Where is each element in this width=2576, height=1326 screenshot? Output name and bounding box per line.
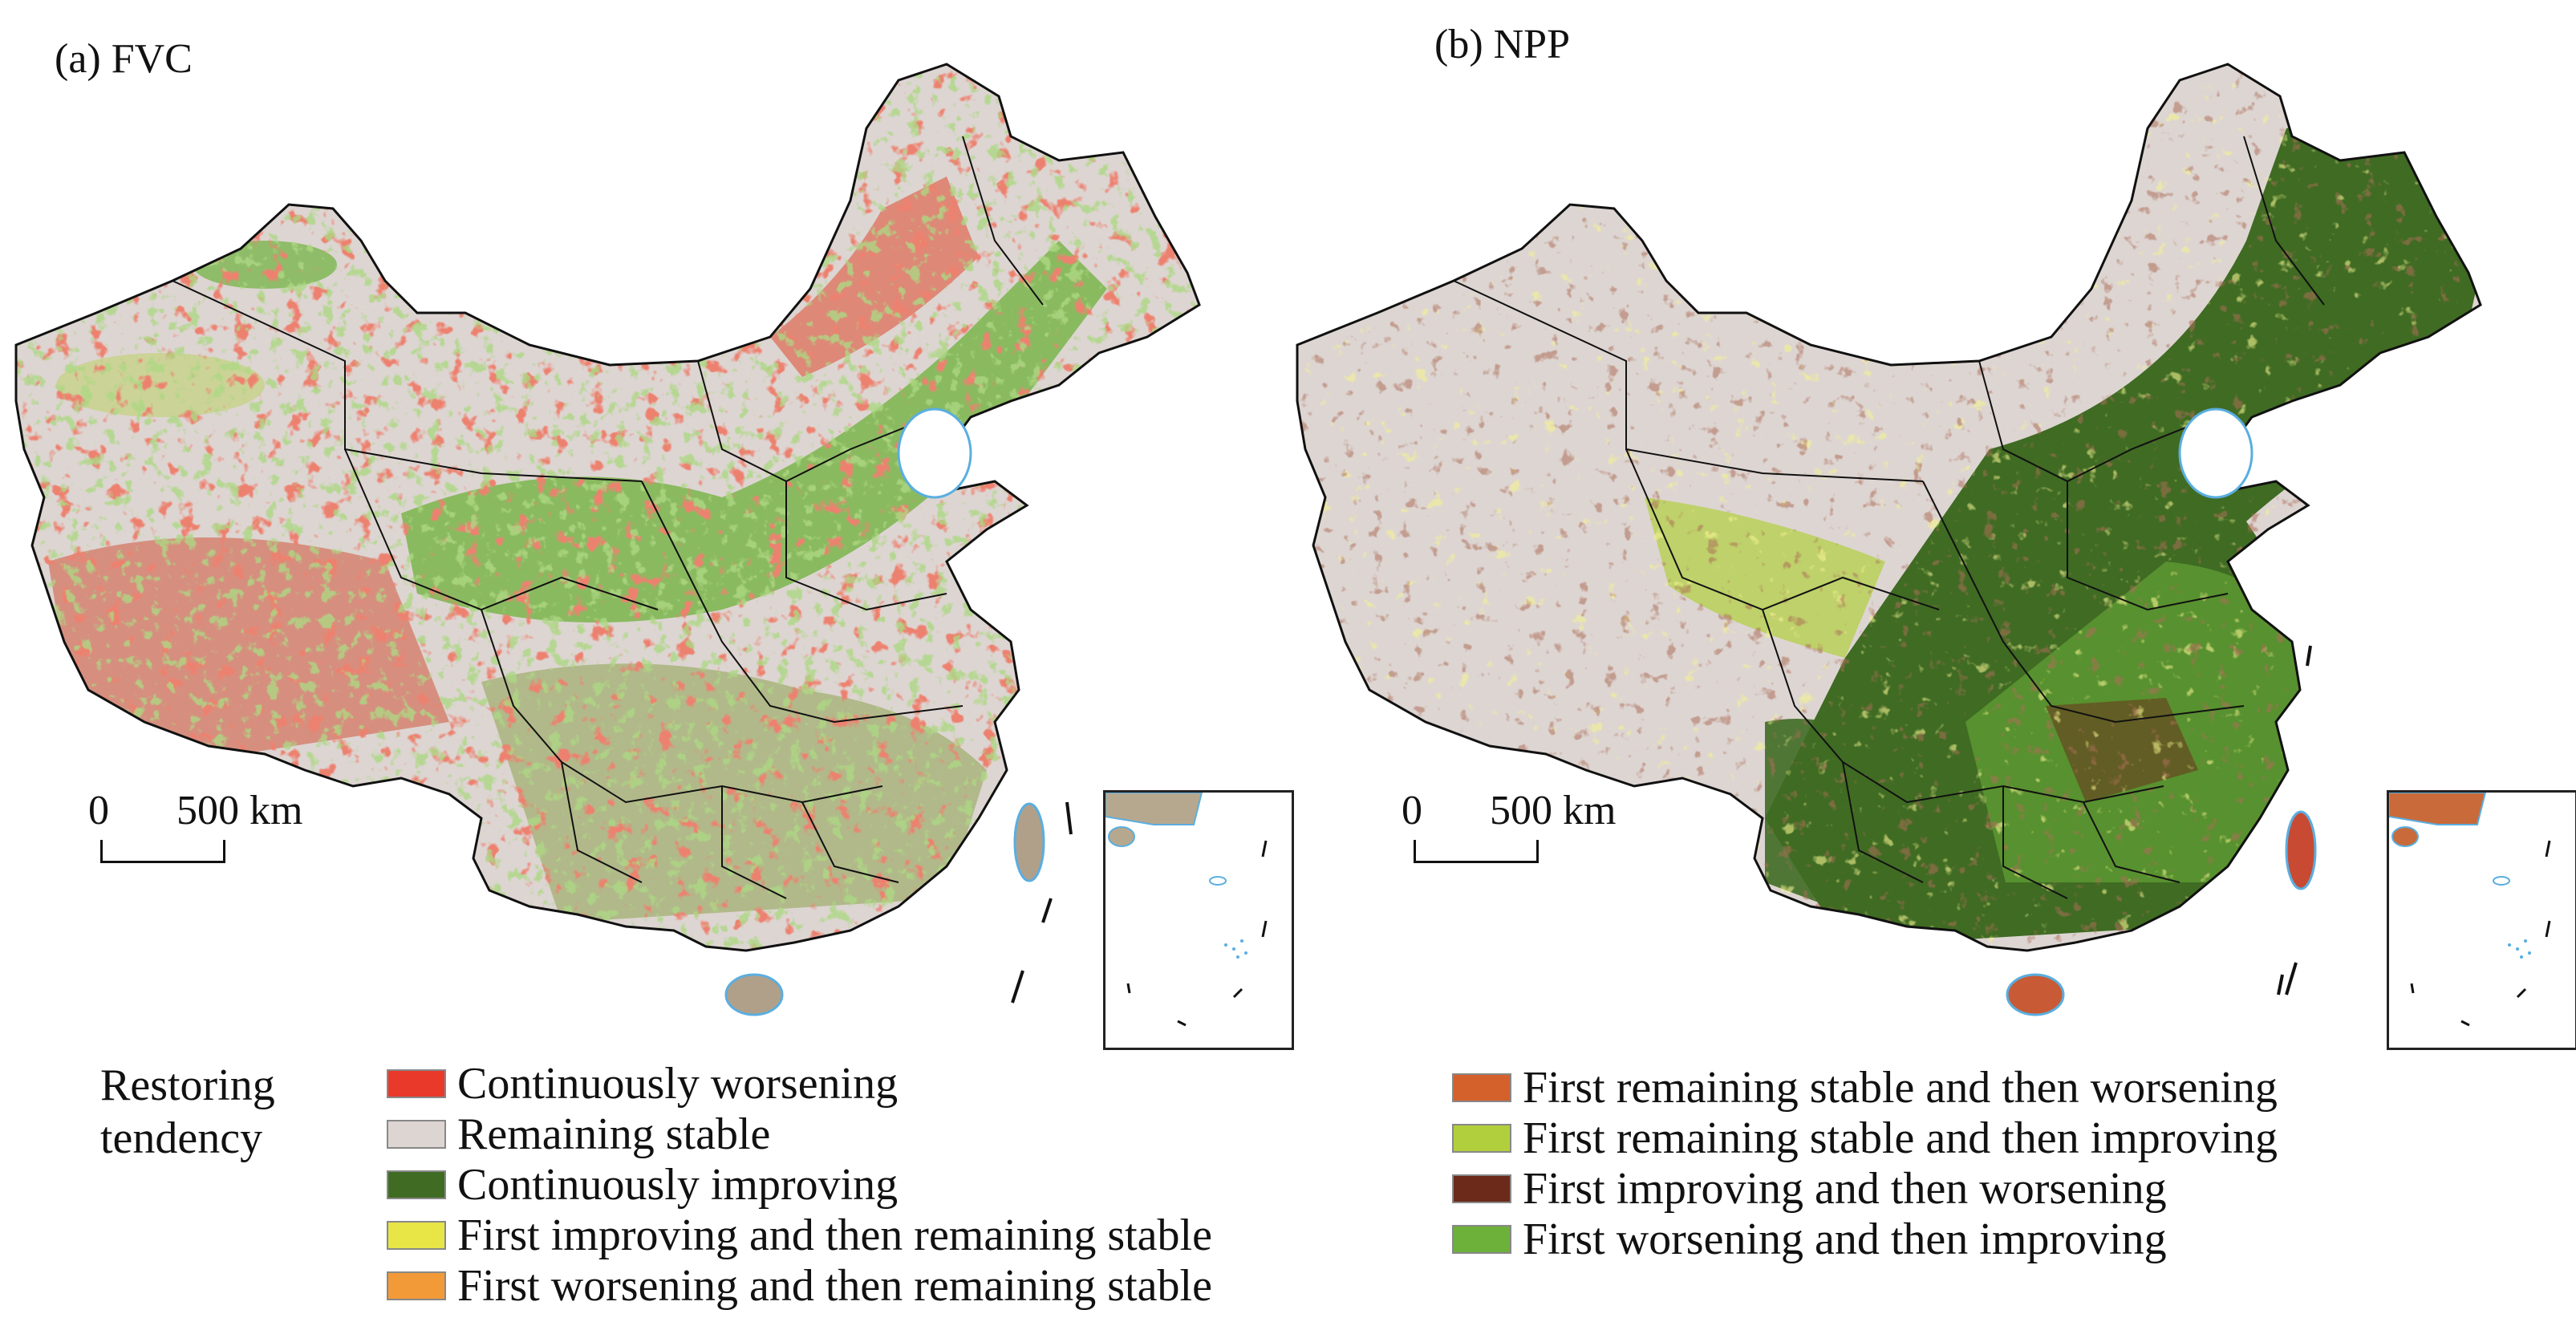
legend-item-improving-then-worsening: First improving and then worsening bbox=[1452, 1164, 2167, 1214]
legend-swatch bbox=[1452, 1225, 1511, 1254]
scale-bar-line bbox=[100, 840, 225, 863]
province-boundaries-fvc bbox=[172, 136, 1044, 899]
inset-map bbox=[1105, 793, 1268, 1027]
legend-swatch bbox=[1452, 1124, 1511, 1153]
bohai-sea-fvc bbox=[897, 408, 972, 499]
taiwan-island-fvc bbox=[1013, 802, 1045, 882]
legend-item-worsening-then-stable: First worsening and then remaining stabl… bbox=[387, 1261, 1212, 1311]
inset-map bbox=[2389, 793, 2551, 1027]
legend-label: Continuously improving bbox=[457, 1160, 899, 1210]
bohai-sea-npp bbox=[2178, 408, 2253, 499]
legend-label: First worsening and then improving bbox=[1523, 1214, 2167, 1264]
legend-item-stable-then-worsening: First remaining stable and then worsenin… bbox=[1452, 1063, 2278, 1113]
scale-bar-line bbox=[1414, 840, 1539, 863]
legend-title-line1: Restoring bbox=[100, 1060, 275, 1110]
legend-item-improving-then-stable: First improving and then remaining stabl… bbox=[387, 1210, 1212, 1260]
legend-label: First improving and then worsening bbox=[1523, 1164, 2167, 1214]
legend-swatch bbox=[387, 1120, 446, 1149]
legend-swatch bbox=[387, 1221, 446, 1250]
legend-label: First remaining stable and then worsenin… bbox=[1523, 1063, 2278, 1113]
dash-lines-npp bbox=[2277, 645, 2312, 996]
legend-item-continuously-worsening: Continuously worsening bbox=[387, 1059, 898, 1109]
scale-distance-label: 500 km bbox=[1490, 788, 1617, 833]
legend-label: First worsening and then remaining stabl… bbox=[457, 1261, 1212, 1311]
dash-lines-fvc bbox=[1011, 801, 1073, 1004]
legend-swatch bbox=[387, 1271, 446, 1300]
legend-label: Remaining stable bbox=[457, 1109, 771, 1159]
province-boundaries-npp bbox=[1453, 136, 2325, 899]
taiwan-island-npp bbox=[2285, 810, 2317, 890]
legend-label: First remaining stable and then improvin… bbox=[1523, 1113, 2278, 1163]
legend-swatch bbox=[387, 1069, 446, 1098]
legend-label: First improving and then remaining stabl… bbox=[457, 1210, 1212, 1260]
hainan-island-fvc bbox=[724, 973, 784, 1016]
south-china-sea-inset-npp bbox=[2387, 790, 2576, 1050]
panel-title-fvc: (a) FVC bbox=[55, 36, 193, 82]
legend-swatch bbox=[1452, 1073, 1511, 1102]
scale-zero-label: 0 bbox=[88, 788, 109, 833]
legend-title: Restoring tendency bbox=[100, 1059, 275, 1165]
legend-swatch bbox=[1452, 1174, 1511, 1203]
legend-swatch bbox=[387, 1170, 446, 1199]
scale-zero-label: 0 bbox=[1402, 788, 1422, 833]
legend-label: Continuously worsening bbox=[457, 1059, 899, 1109]
legend-item-worsening-then-improving: First worsening and then improving bbox=[1452, 1214, 2167, 1264]
legend-item-remaining-stable: Remaining stable bbox=[387, 1109, 770, 1159]
legend-title-line2: tendency bbox=[100, 1113, 263, 1163]
legend-item-stable-then-improving: First remaining stable and then improvin… bbox=[1452, 1113, 2278, 1163]
legend-item-continuously-improving: Continuously improving bbox=[387, 1160, 898, 1210]
hainan-island-npp bbox=[2006, 973, 2065, 1016]
south-china-sea-inset-fvc bbox=[1103, 790, 1294, 1050]
panel-title-npp: (b) NPP bbox=[1434, 22, 1571, 67]
scale-distance-label: 500 km bbox=[176, 788, 303, 833]
